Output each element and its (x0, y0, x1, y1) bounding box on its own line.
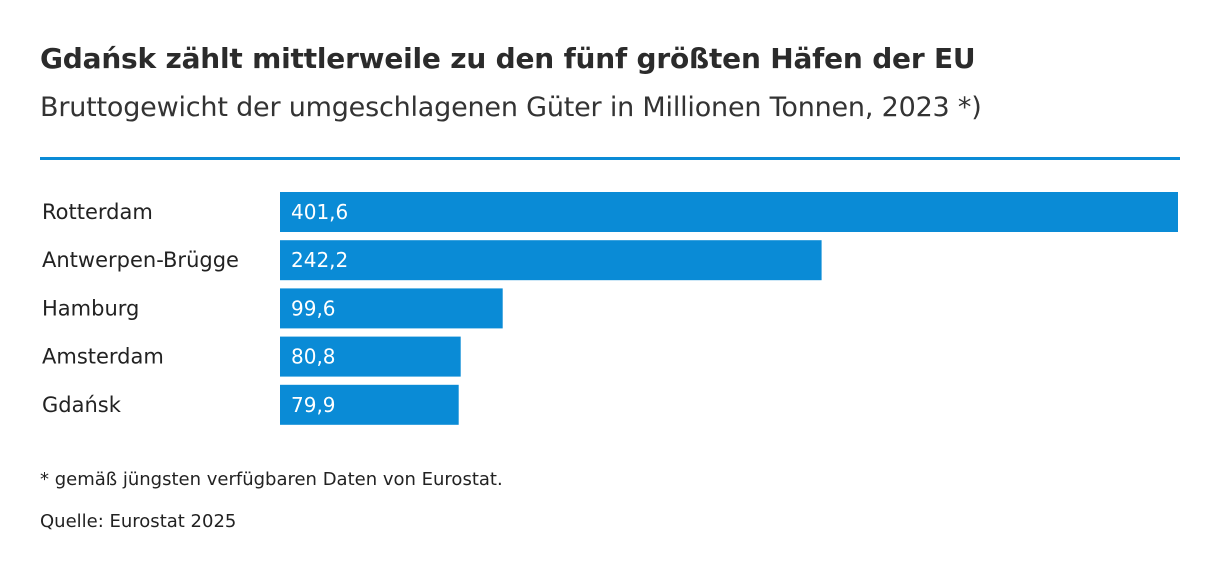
bar (280, 288, 503, 329)
chart-title: Gdańsk zählt mittlerweile zu den fünf gr… (40, 42, 976, 75)
bar (280, 336, 461, 377)
category-label: Rotterdam (42, 200, 153, 224)
value-label: 401,6 (291, 200, 348, 224)
bar-row: Antwerpen-Brügge 242,2 (42, 240, 822, 281)
bar (280, 240, 822, 281)
bar-row: Amsterdam 80,8 (42, 336, 461, 377)
category-label: Gdańsk (42, 393, 122, 417)
source-note: Quelle: Eurostat 2025 (40, 511, 237, 532)
value-label: 79,9 (291, 393, 336, 417)
bar-row: Gdańsk 79,9 (42, 384, 459, 425)
category-label: Amsterdam (42, 345, 164, 369)
chart-subtitle: Bruttogewicht der umgeschlagenen Güter i… (40, 92, 982, 123)
bar (280, 192, 1178, 232)
value-label: 80,8 (291, 345, 336, 369)
category-label: Hamburg (42, 296, 139, 320)
bar-row: Rotterdam 401,6 (42, 192, 1178, 232)
bar (280, 384, 459, 425)
value-label: 99,6 (291, 296, 336, 320)
bar-chart: Rotterdam 401,6 Antwerpen-Brügge 242,2 Hambu… (42, 192, 1178, 425)
category-label: Antwerpen-Brügge (42, 248, 239, 272)
header-divider (40, 157, 1180, 160)
bar-row: Hamburg 99,6 (42, 288, 503, 329)
footnote: * gemäß jüngsten verfügbaren Daten von E… (40, 469, 503, 490)
value-label: 242,2 (291, 248, 348, 272)
